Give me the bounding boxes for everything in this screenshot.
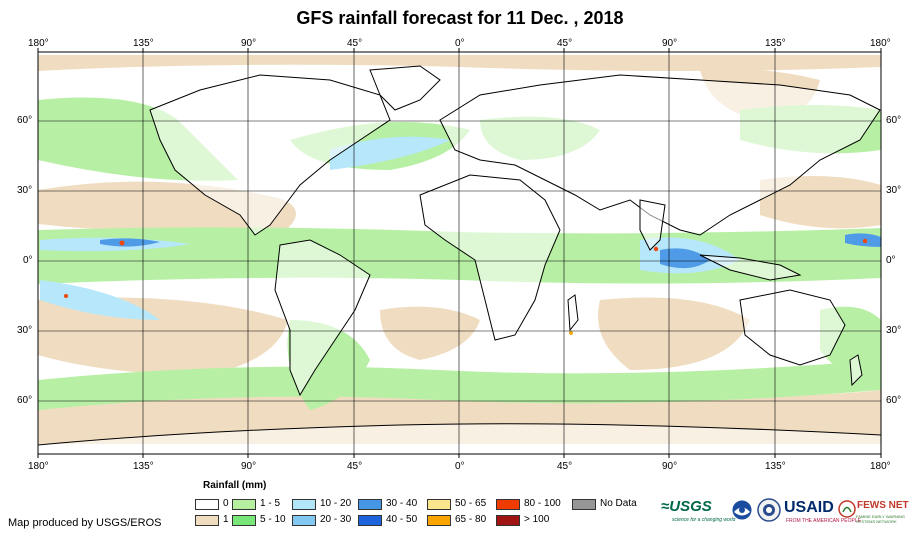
legend-swatch xyxy=(358,515,382,526)
rain-spot-orange xyxy=(569,331,573,335)
rain-area-tan xyxy=(760,176,881,229)
rain-spot-red xyxy=(862,238,868,244)
usgs-tagline: science for a changing world xyxy=(672,517,736,523)
continent-outlines xyxy=(38,65,881,454)
legend-swatch xyxy=(496,515,520,526)
lon-tick-bottom: 180° xyxy=(870,461,891,472)
legend-swatch xyxy=(358,499,382,510)
antarctica xyxy=(38,423,881,454)
lon-tick-bottom: 90° xyxy=(241,461,257,472)
legend-swatch xyxy=(232,499,256,510)
africa xyxy=(419,174,561,341)
lon-tick-bottom: 90° xyxy=(662,461,678,472)
credit-text: Map produced by USGS/EROS xyxy=(8,517,162,529)
rain-spot-red xyxy=(64,294,68,298)
australia xyxy=(739,289,846,366)
dhs-seal-icon xyxy=(757,498,781,522)
legend-swatch xyxy=(195,499,219,510)
map-title: GFS rainfall forecast for 11 Dec. , 2018 xyxy=(296,8,624,28)
fews-emblem-icon xyxy=(838,500,856,518)
legend-label: 65 - 80 xyxy=(455,514,487,525)
lon-tick-top: 135° xyxy=(133,38,154,49)
rain-area-tan xyxy=(38,55,881,71)
legend-label: 0 xyxy=(223,498,229,509)
lat-tick-left: 60° xyxy=(17,115,33,126)
legend-label: 20 - 30 xyxy=(320,514,352,525)
usgs-logo: ≈USGS xyxy=(661,498,712,515)
rain-spot-red xyxy=(653,246,659,252)
rain-area-tan xyxy=(38,297,288,375)
rain-area-blue xyxy=(660,248,710,269)
legend-label: 30 - 40 xyxy=(386,498,418,509)
lat-tick-right: 30° xyxy=(886,325,902,336)
greenland xyxy=(369,65,441,111)
lon-tick-top: 135° xyxy=(765,38,786,49)
south-america xyxy=(274,239,371,397)
eurasia xyxy=(439,74,881,236)
lon-tick-bottom: 45° xyxy=(557,461,573,472)
legend-title: Rainfall (mm) xyxy=(203,480,267,491)
usaid-tagline: FROM THE AMERICAN PEOPLE xyxy=(786,518,861,524)
lon-tick-top: 90° xyxy=(662,38,678,49)
legend-swatch xyxy=(496,499,520,510)
lat-tick-right: 0° xyxy=(886,255,896,266)
legend-swatch xyxy=(292,515,316,526)
legend-swatch xyxy=(292,499,316,510)
legend-label: 5 - 10 xyxy=(260,514,286,525)
lon-tick-top: 0° xyxy=(455,38,465,49)
legend-label: 1 xyxy=(223,514,229,525)
lon-tick-bottom: 135° xyxy=(133,461,154,472)
graticule xyxy=(38,52,881,454)
usaid-logo: USAID xyxy=(784,499,834,516)
rain-area-tan xyxy=(598,297,750,370)
lat-tick-left: 0° xyxy=(23,255,33,266)
legend-label: No Data xyxy=(600,498,637,509)
legend-swatch xyxy=(572,499,596,510)
legend-swatch xyxy=(195,515,219,526)
lon-tick-bottom: 135° xyxy=(765,461,786,472)
legend-swatch xyxy=(232,515,256,526)
rain-area-tan xyxy=(380,306,480,360)
rain-area-light-blue xyxy=(40,280,160,320)
rain-area-blue xyxy=(100,238,160,247)
fews-net-logo: FEWS NET xyxy=(857,500,909,511)
lat-tick-right: 30° xyxy=(886,185,902,196)
lat-tick-right: 60° xyxy=(886,115,902,126)
legend-label: 40 - 50 xyxy=(386,514,418,525)
lat-tick-left: 30° xyxy=(17,325,33,336)
lon-tick-top: 180° xyxy=(28,38,49,49)
lon-tick-top: 45° xyxy=(347,38,363,49)
fews-net-tagline: FAMINE EARLY WARNING SYSTEMS NETWORK xyxy=(856,514,906,524)
lon-tick-top: 90° xyxy=(241,38,257,49)
lon-tick-top: 45° xyxy=(557,38,573,49)
lat-tick-left: 30° xyxy=(17,185,33,196)
new-zealand xyxy=(849,354,863,387)
lat-tick-right: 60° xyxy=(886,395,902,406)
legend-label: 10 - 20 xyxy=(320,498,352,509)
india xyxy=(639,199,666,251)
lon-tick-bottom: 180° xyxy=(28,461,49,472)
lon-tick-bottom: 45° xyxy=(347,461,363,472)
noaa-logo xyxy=(731,499,753,521)
rain-spot-red xyxy=(119,240,125,246)
legend-label: 80 - 100 xyxy=(524,498,561,509)
legend-label: > 100 xyxy=(524,514,550,525)
rain-area-light-blue xyxy=(330,136,450,170)
legend-swatch xyxy=(427,515,451,526)
lat-tick-left: 60° xyxy=(17,395,33,406)
lon-tick-bottom: 0° xyxy=(455,461,465,472)
legend-swatch xyxy=(427,499,451,510)
legend-label: 50 - 65 xyxy=(455,498,487,509)
legend-label: 1 - 5 xyxy=(260,498,281,509)
lon-tick-top: 180° xyxy=(870,38,891,49)
madagascar xyxy=(567,294,579,332)
tick-marks xyxy=(37,48,882,458)
north-america xyxy=(149,74,391,236)
rain-area-light-green xyxy=(38,360,881,410)
